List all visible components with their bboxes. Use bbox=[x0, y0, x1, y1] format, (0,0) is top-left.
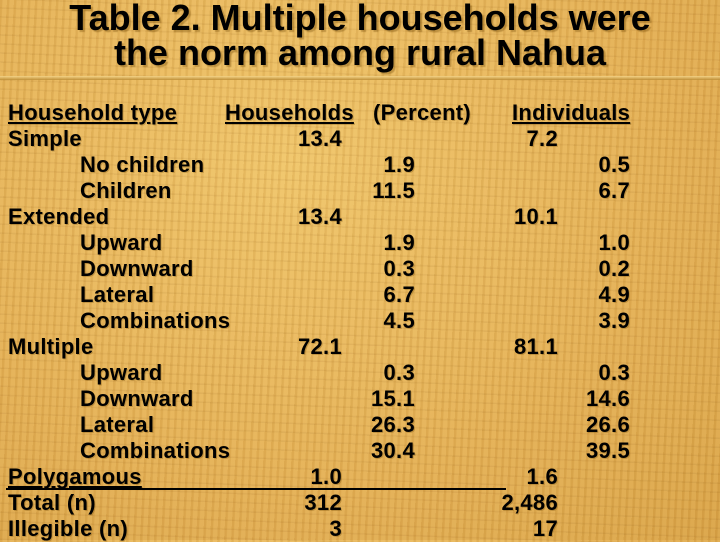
title-line-2: the norm among rural Nahua bbox=[113, 32, 607, 73]
individuals-sub-value: 14.6 bbox=[585, 386, 630, 411]
row-label: Multiple bbox=[8, 334, 94, 359]
individuals-value: 17 bbox=[532, 516, 558, 541]
individuals-sub-value: 0.5 bbox=[598, 152, 630, 177]
individuals-value: 10.1 bbox=[513, 204, 558, 229]
row-label: Simple bbox=[8, 126, 82, 151]
row-label: Polygamous bbox=[8, 464, 142, 489]
households-sub-value: 0.3 bbox=[383, 256, 415, 281]
header-percent: (Percent) bbox=[373, 100, 472, 125]
title-divider bbox=[0, 76, 720, 80]
row-label: Upward bbox=[80, 230, 163, 255]
individuals-sub-value: 6.7 bbox=[598, 178, 630, 203]
individuals-sub-value: 39.5 bbox=[585, 438, 630, 463]
households-sub-value: 30.4 bbox=[370, 438, 415, 463]
individuals-sub-value: 1.0 bbox=[598, 230, 630, 255]
individuals-sub-value: 4.9 bbox=[598, 282, 630, 307]
individuals-sub-value: 0.2 bbox=[598, 256, 630, 281]
individuals-value: 7.2 bbox=[526, 126, 558, 151]
individuals-value: 81.1 bbox=[513, 334, 558, 359]
households-sub-value: 4.5 bbox=[383, 308, 415, 333]
households-value: 1.0 bbox=[310, 464, 342, 489]
individuals-sub-value: 26.6 bbox=[585, 412, 630, 437]
individuals-value: 2,486 bbox=[501, 490, 558, 515]
individuals-value: 1.6 bbox=[526, 464, 558, 489]
household-table: Household type Households (Percent) Indi… bbox=[0, 100, 720, 541]
header-households: Households bbox=[225, 100, 354, 125]
title-line-1: Table 2. Multiple households were bbox=[69, 0, 651, 38]
row-label: Total (n) bbox=[8, 490, 96, 515]
row-label: Lateral bbox=[80, 412, 155, 437]
slide-title: Table 2. Multiple households were the no… bbox=[0, 0, 720, 73]
households-value: 13.4 bbox=[297, 204, 342, 229]
title-block: Table 2. Multiple households were the no… bbox=[0, 0, 720, 73]
households-sub-value: 15.1 bbox=[370, 386, 415, 411]
row-label: Children bbox=[80, 178, 172, 203]
households-value: 13.4 bbox=[297, 126, 342, 151]
households-sub-value: 11.5 bbox=[372, 178, 415, 203]
households-value: 3 bbox=[329, 516, 342, 541]
households-sub-value: 1.9 bbox=[383, 152, 415, 177]
row-label: Downward bbox=[80, 256, 194, 281]
households-sub-value: 1.9 bbox=[383, 230, 415, 255]
row-label: Combinations bbox=[80, 308, 231, 333]
individuals-sub-value: 3.9 bbox=[598, 308, 630, 333]
row-label: Illegible (n) bbox=[8, 516, 129, 541]
individuals-sub-value: 0.3 bbox=[598, 360, 630, 385]
households-value: 312 bbox=[304, 490, 342, 515]
row-label: Combinations bbox=[80, 438, 231, 463]
header-individuals: Individuals bbox=[512, 100, 631, 125]
row-label: Lateral bbox=[80, 282, 155, 307]
households-sub-value: 0.3 bbox=[383, 360, 415, 385]
households-sub-value: 6.7 bbox=[383, 282, 415, 307]
households-value: 72.1 bbox=[297, 334, 342, 359]
row-label: Downward bbox=[80, 386, 194, 411]
row-label: No children bbox=[80, 152, 205, 177]
total-rule bbox=[6, 488, 506, 490]
row-label: Upward bbox=[80, 360, 163, 385]
header-household-type: Household type bbox=[8, 100, 178, 125]
row-label: Extended bbox=[8, 204, 110, 229]
households-sub-value: 26.3 bbox=[370, 412, 415, 437]
